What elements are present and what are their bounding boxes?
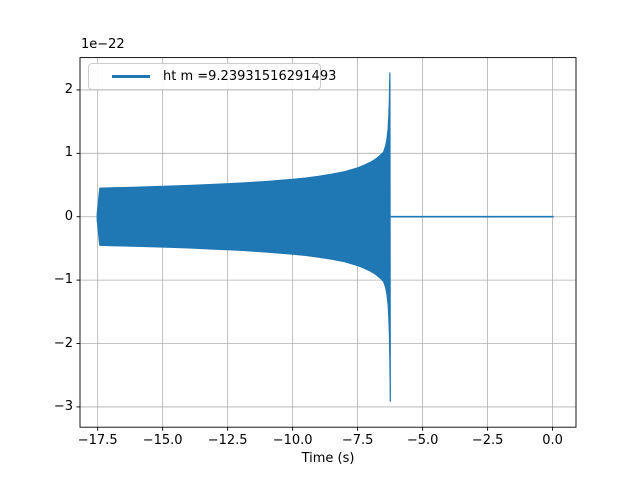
tick-marks	[76, 89, 554, 431]
y-tick-label: −3	[53, 398, 73, 414]
y-axis-offset-text: 1e−22	[81, 37, 125, 52]
y-tick-label: 2	[64, 81, 73, 97]
axes-spines	[79, 57, 577, 428]
x-tick-label: −5.0	[406, 432, 439, 448]
x-tick-label: 0.0	[542, 432, 563, 448]
legend: ht m =9.23931516291493	[88, 63, 336, 90]
x-tick-label: −12.5	[207, 432, 248, 448]
waveform-envelope	[96, 72, 391, 402]
y-tick-label: −2	[53, 335, 73, 351]
legend-label: ht m =9.23931516291493	[163, 69, 337, 84]
x-tick-label: −17.5	[77, 432, 118, 448]
y-tick-label: 1	[64, 145, 73, 161]
x-tick-label: −7.5	[341, 432, 374, 448]
x-tick-label: −15.0	[142, 432, 183, 448]
y-tick-label: 0	[64, 208, 73, 224]
x-axis-label: Time (s)	[301, 451, 355, 466]
legend-line-sample	[112, 75, 150, 78]
y-tick-label: −1	[53, 272, 73, 288]
x-tick-label: −2.5	[471, 432, 504, 448]
x-tick-label: −10.0	[272, 432, 313, 448]
